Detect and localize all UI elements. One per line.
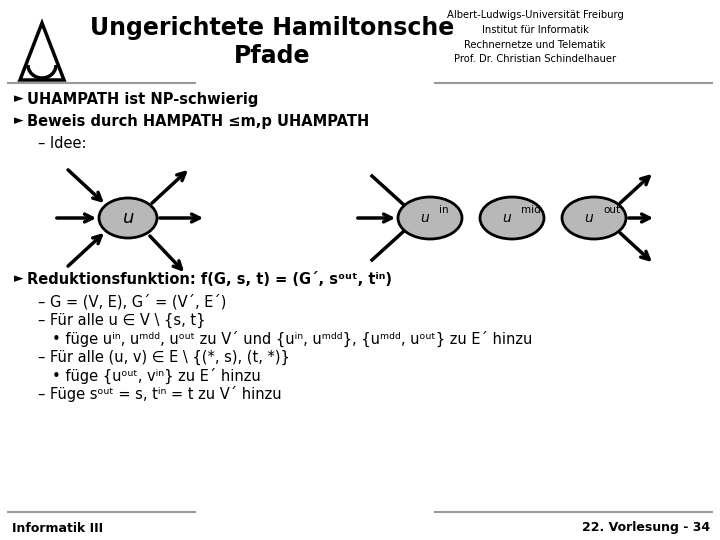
Text: – G = (V, E), G´ = (V´, E´): – G = (V, E), G´ = (V´, E´) [38,294,226,309]
Text: 22. Vorlesung - 34: 22. Vorlesung - 34 [582,522,710,535]
Text: $u$: $u$ [502,211,512,225]
Text: $u$: $u$ [584,211,594,225]
Text: ►: ► [14,114,24,127]
Text: ►: ► [14,272,24,285]
Text: • füge uⁱⁿ, uᵐᵈᵈ, uᵒᵘᵗ zu V´ und {uⁱⁿ, uᵐᵈᵈ}, {uᵐᵈᵈ, uᵒᵘᵗ} zu E´ hinzu: • füge uⁱⁿ, uᵐᵈᵈ, uᵒᵘᵗ zu V´ und {uⁱⁿ, u… [52,331,532,347]
Text: Informatik III: Informatik III [12,522,103,535]
Text: UHAMPATH ist NP-schwierig: UHAMPATH ist NP-schwierig [27,92,258,107]
Text: – Für alle (u, v) ∈ E \ {(*, s), (t, *)}: – Für alle (u, v) ∈ E \ {(*, s), (t, *)} [38,350,290,365]
Text: – Idee:: – Idee: [38,136,86,151]
Text: – Für alle u ∈ V \ {s, t}: – Für alle u ∈ V \ {s, t} [38,313,205,328]
Text: – Füge sᵒᵘᵗ = s, tⁱⁿ = t zu V´ hinzu: – Füge sᵒᵘᵗ = s, tⁱⁿ = t zu V´ hinzu [38,386,282,402]
Text: Reduktionsfunktion: f(G, s, t) = (G´, sᵒᵘᵗ, tⁱⁿ): Reduktionsfunktion: f(G, s, t) = (G´, sᵒ… [27,272,392,287]
Text: Albert-Ludwigs-Universität Freiburg
Institut für Informatik
Rechnernetze und Tel: Albert-Ludwigs-Universität Freiburg Inst… [446,10,624,64]
Ellipse shape [562,197,626,239]
Ellipse shape [99,198,157,238]
Text: mid: mid [521,205,541,215]
Text: Beweis durch HAMPATH ≤m,p UHAMPATH: Beweis durch HAMPATH ≤m,p UHAMPATH [27,114,369,129]
Text: $u$: $u$ [420,211,430,225]
Text: out: out [603,205,620,215]
Text: ►: ► [14,92,24,105]
Text: in: in [439,205,449,215]
Text: • füge {uᵒᵘᵗ, vⁱⁿ} zu E´ hinzu: • füge {uᵒᵘᵗ, vⁱⁿ} zu E´ hinzu [52,368,261,384]
Ellipse shape [398,197,462,239]
Text: Ungerichtete Hamiltonsche: Ungerichtete Hamiltonsche [90,16,454,40]
Ellipse shape [480,197,544,239]
Text: $u$: $u$ [122,209,135,227]
Text: Pfade: Pfade [234,44,310,68]
